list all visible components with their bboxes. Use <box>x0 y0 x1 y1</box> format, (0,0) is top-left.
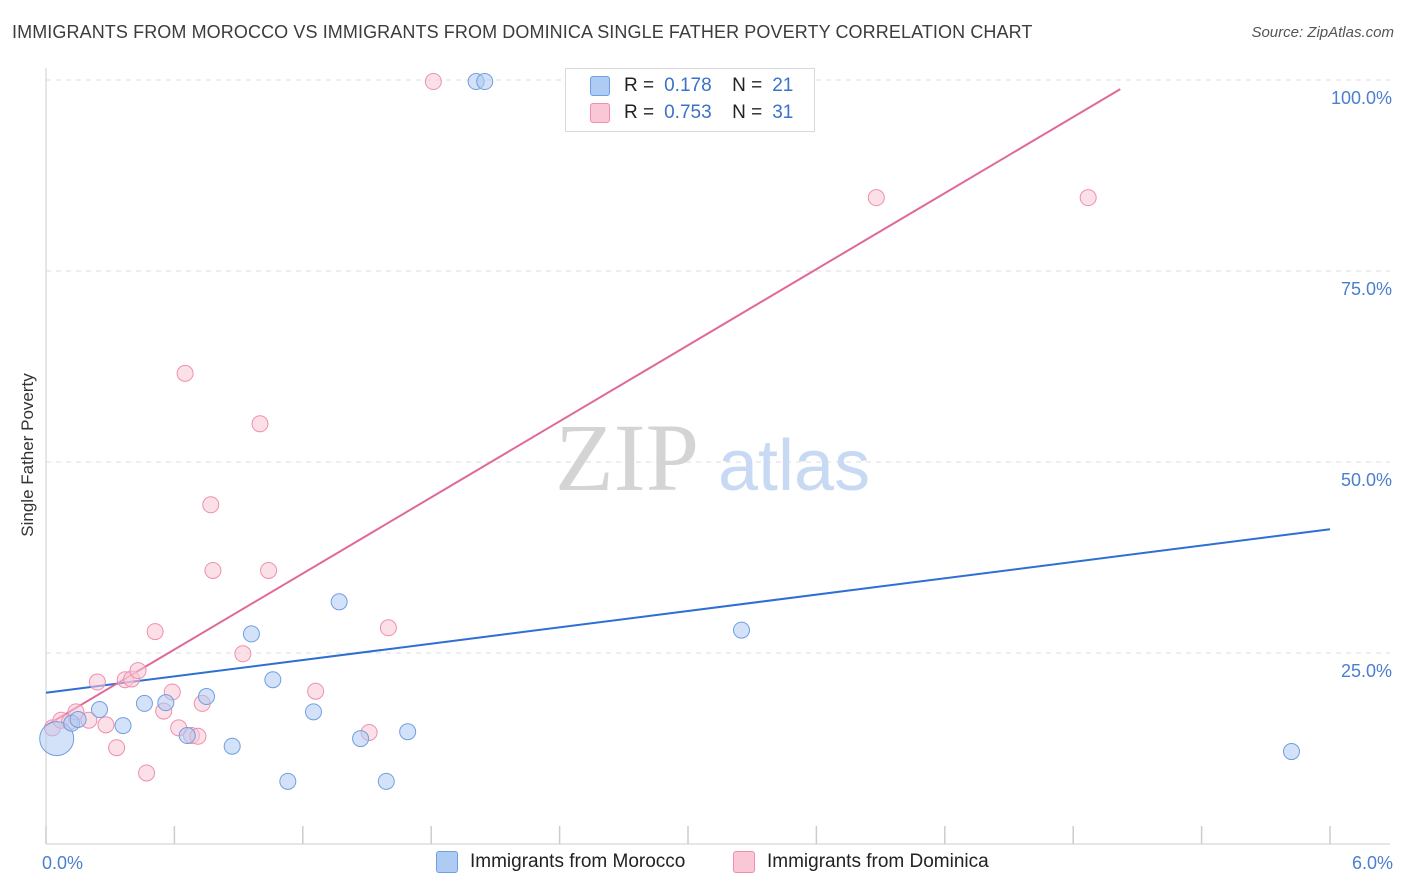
dominica-point <box>234 645 252 663</box>
morocco-point <box>399 723 417 741</box>
morocco-point <box>242 625 260 643</box>
y-tick-label: 100.0% <box>1331 88 1392 108</box>
morocco-point <box>264 671 282 689</box>
dominica-point <box>97 716 115 734</box>
dominica-point <box>176 364 194 382</box>
dominica-point <box>202 496 220 514</box>
watermark-atlas: atlas <box>718 426 870 506</box>
legend-n-label: N = <box>732 102 763 123</box>
morocco-point <box>352 730 370 748</box>
y-tick-labels: 25.0% 50.0% 75.0% 100.0% <box>1331 88 1392 681</box>
morocco-point <box>198 688 215 706</box>
dominica-point <box>867 189 885 207</box>
dominica-point <box>251 415 269 433</box>
x-tick-labels: 0.0% 6.0% <box>42 853 1393 873</box>
dominica-point <box>424 73 442 91</box>
legend-item-dominica[interactable]: Immigrants from Dominica <box>733 851 989 873</box>
dominica-point <box>379 619 397 637</box>
dominica-trend-line <box>45 88 1121 727</box>
legend-label-dominica: Immigrants from Dominica <box>767 851 989 872</box>
morocco-point <box>178 727 196 745</box>
correlation-legend: R = 0.178 N = 21 R = 0.753 N = 31 <box>565 68 815 132</box>
legend-r-label: R = <box>624 75 655 96</box>
dominica-point <box>129 662 147 680</box>
axes <box>45 68 1390 845</box>
morocco-point <box>223 737 241 755</box>
morocco-point <box>279 772 297 790</box>
legend-n-value: 21 <box>772 75 794 96</box>
legend-row-morocco: R = 0.178 N = 21 <box>590 74 793 98</box>
y-tick-label: 25.0% <box>1341 661 1392 681</box>
morocco-trend-line <box>45 528 1331 694</box>
morocco-point <box>39 721 75 757</box>
x-tick-label: 6.0% <box>1352 853 1393 873</box>
morocco-point <box>91 701 108 719</box>
legend-n-label: N = <box>732 75 763 96</box>
legend-r-value: 0.753 <box>664 102 712 123</box>
dominica-point <box>146 623 164 641</box>
morocco-point <box>157 694 175 712</box>
morocco-point <box>114 717 132 735</box>
legend-r-value: 0.178 <box>664 75 712 96</box>
legend-swatch-morocco <box>436 851 458 873</box>
morocco-point <box>733 621 750 639</box>
morocco-point <box>135 694 153 712</box>
watermark: ZIP atlas <box>555 404 870 511</box>
legend-swatch-morocco <box>590 76 610 96</box>
morocco-point <box>305 703 322 721</box>
y-tick-label: 50.0% <box>1341 470 1392 490</box>
trend-lines <box>45 88 1331 727</box>
series-legend: Immigrants from Morocco Immigrants from … <box>0 851 1406 877</box>
dominica-point <box>260 561 278 579</box>
morocco-point <box>377 772 395 790</box>
morocco-point <box>69 710 87 728</box>
dominica-point <box>108 739 126 757</box>
x-tick-label: 0.0% <box>42 853 83 873</box>
source-label: Source: ZipAtlas.com <box>1251 24 1394 41</box>
gridlines <box>46 79 1390 654</box>
legend-swatch-dominica <box>590 103 610 123</box>
dominica-point <box>204 561 222 579</box>
chart-title: IMMIGRANTS FROM MOROCCO VS IMMIGRANTS FR… <box>12 22 1033 42</box>
y-tick-label: 75.0% <box>1341 279 1392 299</box>
legend-r-label: R = <box>624 102 655 123</box>
morocco-point <box>1282 743 1300 761</box>
dominica-point <box>88 673 106 691</box>
legend-swatch-dominica <box>733 851 755 873</box>
legend-label-morocco: Immigrants from Morocco <box>470 851 686 872</box>
dominica-point <box>138 764 156 782</box>
legend-item-morocco[interactable]: Immigrants from Morocco <box>436 851 685 873</box>
legend-row-dominica: R = 0.753 N = 31 <box>590 101 793 125</box>
data-points <box>39 73 1300 790</box>
dominica-point <box>307 682 325 700</box>
watermark-zip: ZIP <box>555 404 699 511</box>
dominica-point <box>1079 189 1097 207</box>
legend-n-value: 31 <box>772 102 794 123</box>
morocco-point <box>330 593 348 611</box>
morocco-point <box>476 73 494 91</box>
